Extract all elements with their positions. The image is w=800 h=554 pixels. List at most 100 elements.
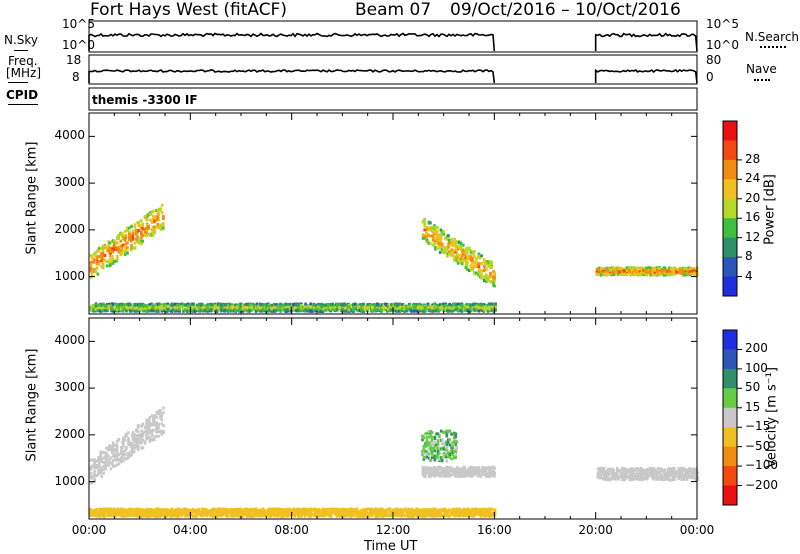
heatmap-cell: [139, 303, 143, 306]
heatmap-cell: [422, 457, 426, 461]
heatmap-cell: [444, 304, 448, 308]
heatmap-cell: [106, 303, 109, 307]
heatmap-cell: [140, 236, 143, 240]
freq-panel-frame: [88, 54, 698, 85]
heatmap-cell: [132, 437, 136, 440]
heatmap-cell: [107, 305, 111, 309]
heatmap-cell: [120, 507, 123, 511]
heatmap-cell: [352, 303, 355, 307]
heatmap-cell: [674, 474, 678, 478]
heatmap-cell: [140, 433, 143, 437]
heatmap-cell: [691, 267, 694, 271]
heatmap-cell: [145, 424, 149, 428]
heatmap-cell: [428, 474, 431, 478]
heatmap-cell: [100, 458, 103, 462]
heatmap-cell: [436, 439, 440, 443]
date-range: 09/Oct/2016 – 10/Oct/2016: [450, 0, 681, 20]
heatmap-cell: [192, 305, 195, 309]
heatmap-cell: [477, 468, 481, 472]
heatmap-cell: [600, 476, 604, 480]
heatmap-cell: [651, 267, 655, 271]
freq-tick-top: 18: [66, 53, 82, 67]
heatmap-cell: [435, 467, 438, 471]
heatmap-cell: [102, 461, 105, 464]
heatmap-cell: [432, 474, 436, 478]
heatmap-cell: [248, 309, 251, 313]
heatmap-cell: [99, 309, 103, 313]
heatmap-cell: [102, 471, 105, 475]
heatmap-cell: [600, 267, 603, 271]
heatmap-cell: [434, 245, 437, 249]
heatmap-cell: [692, 476, 695, 480]
heatmap-cell: [412, 302, 416, 306]
heatmap-cell: [415, 308, 418, 312]
heatmap-cell: [153, 219, 156, 223]
heatmap-cell: [614, 472, 617, 476]
heatmap-cell: [162, 430, 165, 434]
heatmap-cell: [420, 307, 424, 311]
heatmap-cell: [439, 306, 442, 310]
heatmap-cell: [187, 309, 191, 313]
heatmap-cell: [157, 426, 160, 430]
heatmap-cell: [111, 247, 115, 251]
heatmap-cell: [138, 307, 141, 311]
heatmap-cell: [681, 273, 684, 277]
heatmap-cell: [203, 309, 207, 313]
heatmap-cell: [493, 284, 496, 288]
heatmap-cell: [602, 467, 606, 470]
heatmap-cell: [148, 429, 152, 433]
heatmap-cell: [438, 434, 441, 438]
heatmap-cell: [492, 469, 495, 473]
heatmap-cell: [471, 268, 474, 272]
heatmap-cell: [96, 309, 100, 312]
heatmap-cell: [109, 445, 113, 449]
heatmap-cell: [97, 472, 100, 476]
heatmap-cell: [102, 456, 105, 460]
heatmap-cell: [104, 464, 107, 468]
heatmap-cell: [617, 469, 620, 472]
heatmap-cell: [433, 458, 437, 462]
heatmap-cell: [117, 247, 120, 251]
heatmap-cell: [127, 437, 130, 440]
heatmap-cell: [487, 261, 490, 265]
heatmap-cell: [117, 437, 121, 441]
heatmap-cell: [123, 229, 127, 233]
heatmap-cell: [362, 308, 366, 312]
heatmap-cell: [253, 304, 256, 308]
heatmap-cell: [92, 269, 96, 273]
heatmap-cell: [433, 435, 437, 439]
heatmap-cell: [100, 459, 103, 463]
heatmap-cell: [451, 444, 454, 448]
heatmap-cell: [319, 306, 322, 309]
heatmap-cell: [309, 309, 312, 313]
heatmap-cell: [488, 472, 492, 476]
heatmap-cell: [143, 233, 147, 237]
heatmap-cell: [297, 302, 301, 306]
heatmap-cell: [682, 466, 686, 470]
heatmap-cell: [433, 224, 436, 228]
heatmap-cell: [653, 266, 656, 270]
heatmap-cell: [313, 306, 316, 310]
heatmap-cell: [451, 241, 455, 245]
heatmap-cell: [145, 433, 149, 437]
nave-label: Nave: [746, 62, 777, 76]
heatmap-cell: [137, 440, 140, 444]
heatmap-cell: [434, 236, 437, 240]
heatmap-cell: [484, 466, 488, 470]
heatmap-cell: [486, 309, 490, 313]
heatmap-cell: [304, 302, 307, 306]
heatmap-cell: [442, 302, 446, 306]
heatmap-cell: [660, 478, 663, 482]
heatmap-cell: [485, 305, 488, 309]
heatmap-cell: [111, 257, 115, 261]
heatmap-cell: [669, 470, 673, 474]
heatmap-cell: [433, 449, 437, 453]
heatmap-cell: [632, 267, 635, 271]
heatmap-cell: [481, 465, 484, 469]
heatmap-cell: [462, 259, 465, 263]
heatmap-cell: [292, 302, 295, 306]
heatmap-cell: [115, 451, 119, 455]
heatmap-cell: [431, 456, 434, 460]
heatmap-cell: [275, 303, 279, 307]
heatmap-cell: [90, 274, 94, 278]
